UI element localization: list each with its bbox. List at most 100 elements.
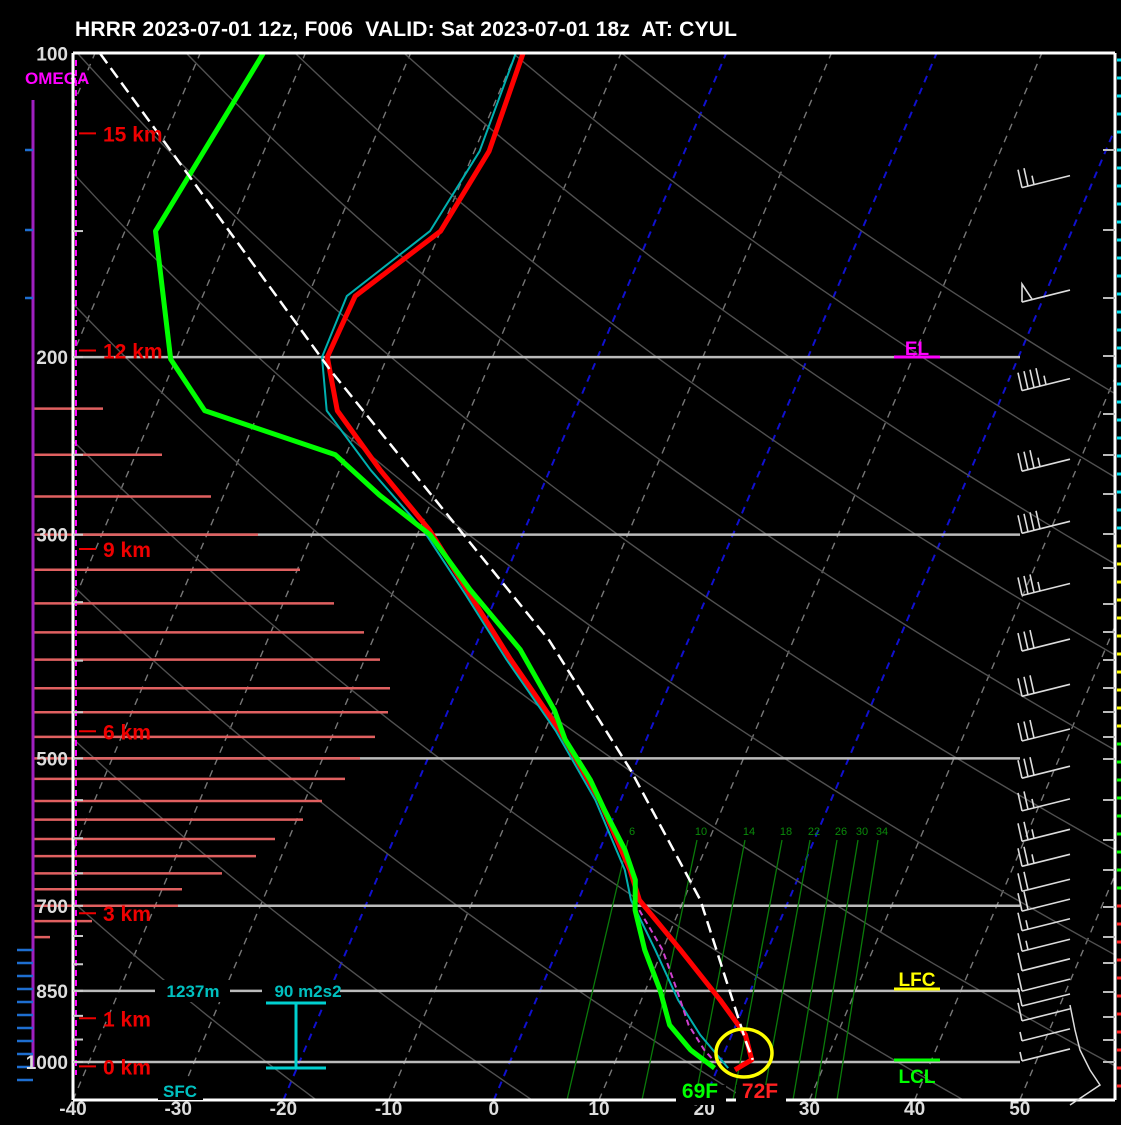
- wind-barb-half: [1025, 940, 1029, 950]
- wind-barb: [1017, 629, 1071, 652]
- isotherm-line: [703, 126, 1115, 1100]
- wind-barb-staff: [1021, 683, 1071, 698]
- mixing-ratio-label: 30: [856, 826, 868, 838]
- temperature-line: [324, 53, 755, 1072]
- wind-barb-flag: [1023, 676, 1029, 695]
- wind-barb-flag: [1017, 169, 1023, 188]
- wind-barb-flag: [1029, 719, 1035, 739]
- wind-barb: [1017, 1002, 1071, 1022]
- wind-barb: [1017, 846, 1071, 868]
- wind-barb-half: [1019, 1031, 1023, 1042]
- dry-adiabat: [621, 53, 1115, 395]
- wind-barb-flag: [1023, 451, 1029, 470]
- wind-barb-flag: [1023, 846, 1029, 865]
- wind-barb-flag: [1029, 369, 1035, 388]
- el-label: EL: [905, 339, 930, 360]
- wind-barb-half: [1019, 1051, 1023, 1062]
- height-label: 6 km: [103, 721, 151, 744]
- wind-barb-staff: [1021, 1008, 1071, 1022]
- wind-barb-flag: [1023, 721, 1029, 740]
- wind-barb-staff: [1021, 958, 1071, 972]
- wind-barb-flag: [1017, 453, 1023, 472]
- wind-barb-staff: [1021, 458, 1071, 472]
- wind-barb-flag: [1017, 372, 1023, 391]
- wind-barb: [1017, 719, 1071, 742]
- wind-barb-flag: [1023, 513, 1029, 532]
- wind-barb-flag: [1023, 821, 1029, 841]
- wind-barb-pennant: [1021, 281, 1033, 303]
- wind-barb-staff: [1021, 938, 1071, 953]
- wind-barb-flag: [1017, 760, 1023, 779]
- wind-barb-staff: [1021, 993, 1071, 1007]
- wind-barb: [1017, 167, 1071, 189]
- mixing-ratio-label: 10: [695, 826, 707, 838]
- wind-barb-flag: [1017, 515, 1023, 534]
- temp-tick-label: -30: [164, 1099, 191, 1120]
- temp-label-bg: [736, 1085, 786, 1105]
- mixing-ratio-label: 22: [808, 826, 820, 838]
- pressure-tick-label: 700: [36, 897, 68, 918]
- wind-barb: [1017, 791, 1071, 812]
- wind-barb-flag: [1017, 972, 1023, 992]
- wind-barb: [1019, 1028, 1071, 1042]
- wind-barb-flag: [1023, 631, 1029, 650]
- wind-barb-staff: [1021, 898, 1071, 912]
- dry-adiabat: [73, 439, 965, 1100]
- wind-barb-flag: [1017, 678, 1023, 697]
- wind-barb-half: [1025, 920, 1029, 930]
- wind-barb-half: [1037, 581, 1041, 592]
- wind-barb: [1017, 450, 1071, 472]
- lcl-label: LCL: [899, 1067, 936, 1088]
- dry-adiabat: [73, 171, 1115, 956]
- dewpoint-line: [153, 53, 717, 1071]
- dew-label-bg: [676, 1085, 726, 1105]
- wind-barb-flag: [1023, 575, 1029, 595]
- temp-tick-label: -20: [270, 1099, 297, 1120]
- srh-label: 90 m2s2: [274, 982, 341, 1001]
- dry-adiabat: [295, 53, 1115, 656]
- chart-title: HRRR 2023-07-01 12z, F006 VALID: Sat 202…: [75, 18, 738, 41]
- wind-barb-half: [1043, 375, 1047, 385]
- plot-area: [73, 53, 1115, 1100]
- pressure-tick-label: 1000: [26, 1053, 68, 1074]
- wind-barb: [1019, 1048, 1071, 1062]
- wind-barb: [1017, 821, 1071, 843]
- wind-barb-flag: [1023, 891, 1029, 910]
- wind-barb-flag: [1023, 370, 1029, 390]
- temp-tick-label: 30: [799, 1099, 820, 1120]
- wind-barb-staff: [1021, 582, 1071, 597]
- wind-barb-staff: [1021, 853, 1071, 868]
- wind-barb: [1017, 574, 1071, 597]
- wind-barb-flag: [1035, 510, 1041, 529]
- wind-barb-half: [1037, 457, 1041, 467]
- wind-barb-flag: [1023, 791, 1029, 810]
- wind-barb-flag: [1017, 632, 1023, 652]
- srh-bar: [266, 1001, 326, 1070]
- wind-barb-half: [1031, 798, 1035, 809]
- wind-barb-flag: [1035, 367, 1041, 387]
- isotherm-line: [73, 53, 517, 1100]
- wind-barb-staff: [1021, 978, 1071, 992]
- pressure-tick-label: 100: [36, 44, 68, 65]
- wind-barb-flag: [1017, 722, 1023, 742]
- omega-label: OMEGA: [25, 69, 89, 88]
- wind-barb-half: [1031, 175, 1035, 185]
- isotherm-line: [1019, 873, 1115, 1100]
- wind-barb-flag: [1029, 512, 1035, 531]
- isotherm-line: [808, 375, 1115, 1100]
- pressure-tick-label: 500: [36, 749, 68, 770]
- dry-adiabat: [73, 900, 318, 1100]
- mixing-ratio-label: 18: [780, 826, 792, 838]
- pressure-tick-label: 300: [36, 526, 68, 547]
- mixing-ratio-line: [792, 839, 838, 1100]
- wind-barb-flag: [1017, 892, 1023, 912]
- wind-barb-flag: [1029, 675, 1035, 694]
- mixing-ratio-line: [641, 839, 698, 1100]
- wind-barb-flag: [1023, 167, 1029, 187]
- wind-barb-half: [1031, 829, 1035, 839]
- temp-tick-label: 40: [904, 1099, 925, 1120]
- lfc-label: LFC: [899, 970, 936, 991]
- wind-barb-flag: [1029, 574, 1035, 593]
- temp-tick-label: 50: [1009, 1099, 1030, 1120]
- wind-barb: [1017, 987, 1071, 1007]
